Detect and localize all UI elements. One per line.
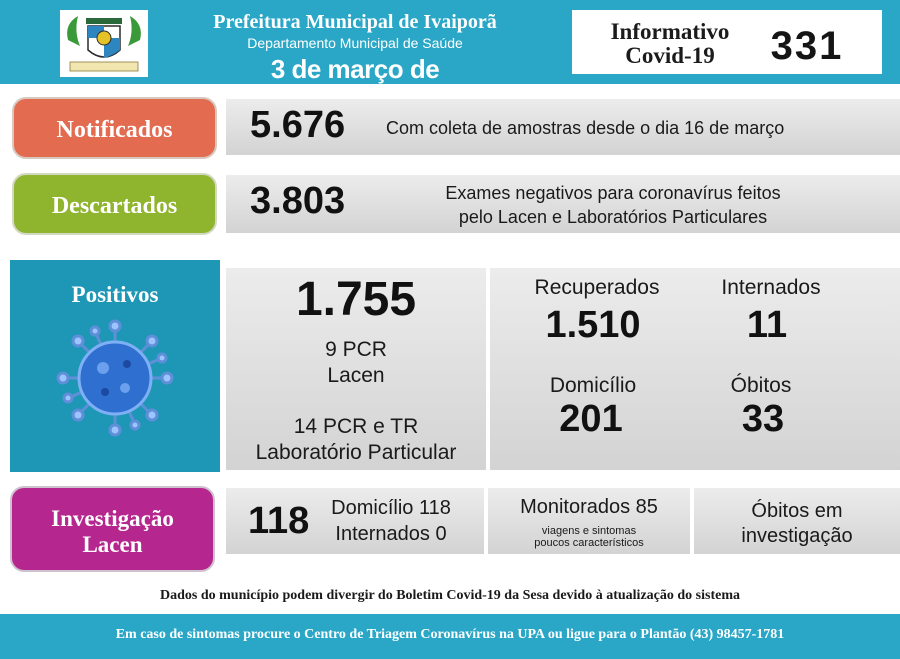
coat-of-arms-logo bbox=[60, 10, 148, 77]
notificados-value: 5.676 bbox=[250, 104, 346, 146]
notificados-bar bbox=[226, 99, 900, 155]
positivos-pcr-lacen-count: 9 PCR bbox=[325, 338, 387, 361]
footer-contact-text: Em caso de sintomas procure o Centro de … bbox=[115, 627, 785, 642]
monitorados-note-line-2: poucos característicos bbox=[534, 537, 644, 549]
notificados-description: Com coleta de amostras desde o dia 16 de… bbox=[386, 118, 785, 138]
positivos-stats-panel bbox=[490, 268, 900, 470]
bulletin-box bbox=[572, 10, 882, 74]
data-disclaimer: Dados do município podem divergir do Bol… bbox=[159, 588, 740, 603]
positivos-lacen-label: Lacen bbox=[327, 364, 385, 387]
descartados-bar bbox=[226, 175, 900, 233]
descartados-description: Exames negativos para coronavírus feitos… bbox=[408, 181, 818, 229]
positivos-private-lab-label: Laboratório Particular bbox=[255, 441, 457, 464]
footer-bar bbox=[0, 614, 900, 659]
recuperados-value: 1.510 bbox=[545, 304, 641, 346]
monitorados-panel bbox=[488, 488, 690, 554]
bulletin-number: 331 bbox=[770, 24, 844, 68]
domicilio-value: 201 bbox=[559, 398, 623, 440]
descartados-badge: Descartados bbox=[12, 173, 217, 235]
notificados-badge: Notificados bbox=[12, 97, 217, 159]
descartados-value: 3.803 bbox=[250, 180, 346, 222]
monitorados-note-line-1: viagens e sintomas bbox=[541, 525, 637, 537]
department-subtitle: Departamento Municipal de Saúde bbox=[247, 35, 463, 51]
bulletin-label: Informativo Covid-19 bbox=[590, 20, 750, 68]
descartados-description-line-1: Exames negativos para coronavírus feitos bbox=[445, 183, 781, 203]
investigacao-total: 118 bbox=[248, 500, 310, 542]
investigacao-count-panel bbox=[226, 488, 484, 554]
monitorados-count: Monitorados 85 bbox=[520, 496, 658, 518]
positivos-label: Positivos bbox=[71, 282, 159, 307]
positivos-total: 1.755 bbox=[295, 273, 417, 326]
obitos-investigacao-line-2: investigação bbox=[741, 525, 853, 547]
coronavirus-icon bbox=[55, 318, 175, 438]
investigacao-badge: Investigação Lacen bbox=[10, 486, 215, 572]
bulletin-label-line-2: Covid-19 bbox=[625, 43, 715, 68]
recuperados-label: Recuperados bbox=[534, 276, 660, 299]
municipality-title: Prefeitura Municipal de Ivaiporã bbox=[213, 11, 497, 33]
obitos-label: Óbitos bbox=[730, 374, 792, 397]
obitos-investigacao-panel bbox=[694, 488, 900, 554]
obitos-value: 33 bbox=[741, 398, 785, 440]
investigacao-domicilio: Domicílio 118 bbox=[331, 497, 451, 519]
internados-value: 11 bbox=[746, 304, 788, 346]
domicilio-label: Domicílio bbox=[549, 374, 637, 397]
bulletin-label-line-1: Informativo bbox=[610, 19, 730, 44]
investigacao-label-line-2: Lacen bbox=[82, 532, 143, 557]
obitos-investigacao-line-1: Óbitos em bbox=[751, 500, 843, 522]
descartados-description-line-2: pelo Lacen e Laboratórios Particulares bbox=[458, 207, 768, 227]
investigacao-internados: Internados 0 bbox=[335, 523, 447, 545]
positivos-detail-panel bbox=[226, 268, 486, 470]
internados-label: Internados bbox=[721, 276, 821, 299]
positivos-private-lab-count: 14 PCR e TR bbox=[293, 415, 419, 438]
investigacao-label-line-1: Investigação bbox=[51, 506, 174, 531]
